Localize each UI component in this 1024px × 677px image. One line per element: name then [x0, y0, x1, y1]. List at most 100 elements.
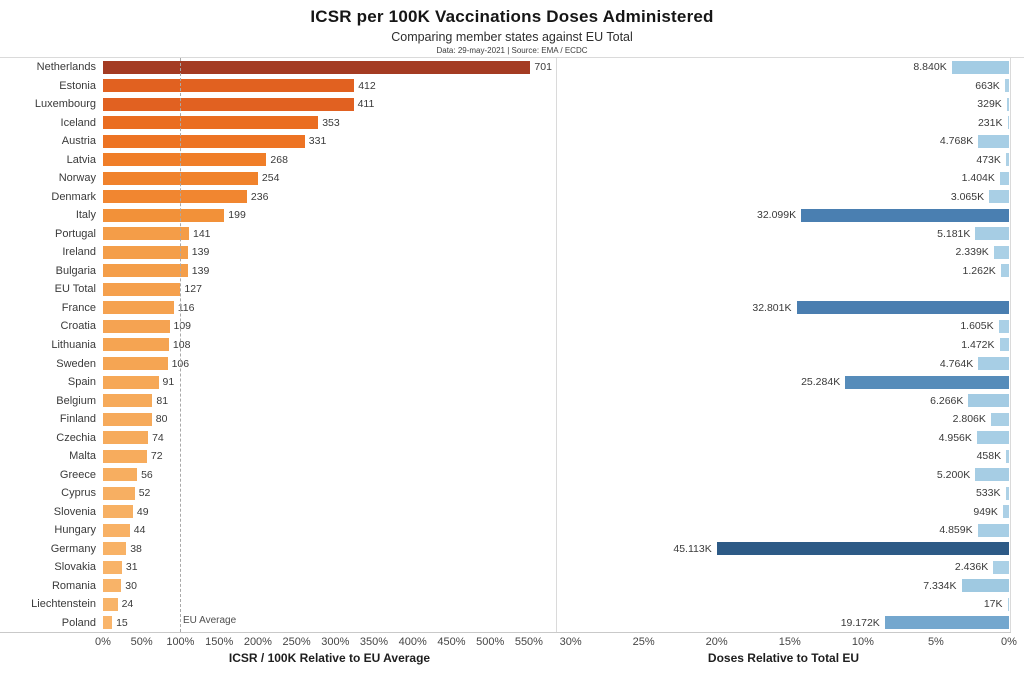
- icsr-bar-cell: 116: [103, 299, 556, 318]
- doses-value-label: 949K: [973, 505, 998, 518]
- country-label: Lithuania: [51, 338, 96, 351]
- doses-bar: [989, 190, 1009, 204]
- doses-axis-ticks: 30% 25% 20% 15% 10% 5% 0%: [556, 632, 1017, 650]
- icsr-bar: [103, 60, 531, 74]
- icsr-bar-cell: 353: [103, 114, 556, 133]
- doses-bar-cell: 949K: [556, 502, 1011, 521]
- country-label: Finland: [59, 413, 96, 426]
- icsr-bar: [103, 431, 149, 445]
- doses-bar: [999, 338, 1009, 352]
- icsr-value-label: 74: [152, 431, 164, 444]
- doses-value-label: 533K: [975, 487, 1001, 500]
- doses-value-label: 1.472K: [961, 338, 995, 351]
- axis-tick-label: 10%: [851, 636, 874, 648]
- icsr-bar-cell: 52: [103, 484, 556, 503]
- chart-row: Estonia 412 663K: [0, 77, 1011, 96]
- icsr-bar-cell: 139: [103, 243, 556, 262]
- chart-row: Slovakia 31 2.436K: [0, 558, 1011, 577]
- icsr-bar-cell: 31: [103, 558, 556, 577]
- icsr-value-label: 91: [162, 376, 175, 389]
- icsr-value-label: 412: [358, 79, 376, 92]
- axis-tick-label: 500%: [476, 636, 505, 648]
- country-label: Poland: [61, 616, 96, 629]
- chart-row: Cyprus 52 533K: [0, 484, 1011, 503]
- chart-row: Iceland 353 231K: [0, 114, 1011, 133]
- doses-bar: [977, 523, 1009, 537]
- doses-value-label: 1.404K: [961, 172, 995, 185]
- icsr-bar-cell: 268: [103, 151, 556, 170]
- icsr-bar-cell: 24: [103, 595, 556, 614]
- icsr-bar-cell: 412: [103, 77, 556, 96]
- icsr-value-label: 56: [141, 468, 153, 481]
- icsr-bar: [103, 449, 147, 463]
- doses-value-label: 4.768K: [939, 135, 974, 148]
- chart-row: Greece 56 5.200K: [0, 465, 1011, 484]
- doses-bar-cell: 663K: [556, 77, 1011, 96]
- doses-value-label: 32.801K: [752, 301, 792, 314]
- doses-bar: [1006, 449, 1009, 463]
- doses-value-label: 19.172K: [840, 616, 880, 629]
- doses-value-label: 8.840K: [913, 61, 947, 74]
- icsr-bar-cell: 108: [103, 336, 556, 355]
- icsr-value-label: 139: [191, 246, 210, 259]
- country-label: Denmark: [51, 190, 96, 203]
- doses-bar-cell: 458K: [556, 447, 1011, 466]
- country-label: Norway: [58, 172, 96, 185]
- doses-bar: [1007, 116, 1009, 130]
- chart-title: ICSR per 100K Vaccinations Doses Adminis…: [310, 7, 714, 26]
- doses-value-label: 2.436K: [954, 561, 989, 574]
- icsr-bar: [103, 486, 135, 500]
- chart-row: Denmark 236 3.065K: [0, 188, 1011, 207]
- doses-bar-cell: 4.768K: [556, 132, 1011, 151]
- icsr-value-label: 108: [172, 338, 191, 351]
- doses-bar-cell: 32.801K: [556, 299, 1011, 318]
- icsr-axis-title: ICSR / 100K Relative to EU Average: [228, 651, 431, 665]
- chart-row: Netherlands 701 8.840K: [0, 58, 1011, 77]
- icsr-bar-cell: 254: [103, 169, 556, 188]
- country-label: Latvia: [66, 153, 96, 166]
- icsr-bar: [103, 560, 122, 574]
- icsr-bar: [103, 245, 188, 259]
- chart-header: ICSR per 100K Vaccinations Doses Adminis…: [0, 0, 1024, 55]
- icsr-value-label: 254: [261, 172, 280, 185]
- chart-row: Hungary 44 4.859K: [0, 521, 1011, 540]
- icsr-bar-cell: 236: [103, 188, 556, 207]
- doses-value-label: 4.859K: [939, 524, 973, 537]
- doses-bar-cell: 231K: [556, 114, 1011, 133]
- icsr-bar: [103, 616, 113, 630]
- icsr-value-label: 199: [228, 209, 246, 222]
- doses-bar: [968, 394, 1009, 408]
- icsr-bar-cell: 30: [103, 576, 556, 595]
- country-label: Netherlands: [36, 61, 96, 74]
- chart-row: Romania 30 7.334K: [0, 576, 1011, 595]
- icsr-axis-ticks: 0% 50% 100% 150% 200% 250% 300% 350% 400% 450% 500…: [95, 632, 556, 650]
- doses-value-label: 6.266K: [930, 394, 964, 407]
- doses-bar-cell: 3.065K: [556, 188, 1011, 207]
- doses-bar: [978, 357, 1009, 370]
- country-label: Hungary: [54, 524, 96, 537]
- doses-value-label: 25.284K: [801, 376, 841, 389]
- doses-bar: [975, 468, 1009, 482]
- doses-value-label: 5.200K: [936, 468, 971, 481]
- icsr-bar-cell: 91: [103, 373, 556, 392]
- doses-bar: [993, 560, 1009, 574]
- chart-row: Lithuania 108 1.472K: [0, 336, 1011, 355]
- doses-bar-cell: 1.262K: [556, 262, 1011, 281]
- axis-tick-label: 15%: [778, 636, 801, 648]
- icsr-bar: [103, 394, 153, 408]
- icsr-value-label: 24: [121, 598, 134, 611]
- chart-row: Liechtenstein 24 17K: [0, 595, 1011, 614]
- country-label: Portugal: [55, 227, 96, 240]
- header-divider-line: [0, 57, 1024, 58]
- icsr-bar: [103, 468, 138, 482]
- doses-bar: [884, 616, 1009, 630]
- icsr-bar-cell: 199: [103, 206, 556, 225]
- doses-bar-cell: 6.266K: [556, 391, 1011, 410]
- doses-bar-cell: 2.339K: [556, 243, 1011, 262]
- country-label: Sweden: [56, 357, 96, 370]
- axis-tick-label: 350%: [359, 636, 389, 648]
- icsr-value-label: 353: [322, 116, 340, 129]
- doses-bar-cell: 1.404K: [556, 169, 1011, 188]
- doses-bar: [1002, 505, 1009, 519]
- doses-bar-cell: 7.334K: [556, 576, 1011, 595]
